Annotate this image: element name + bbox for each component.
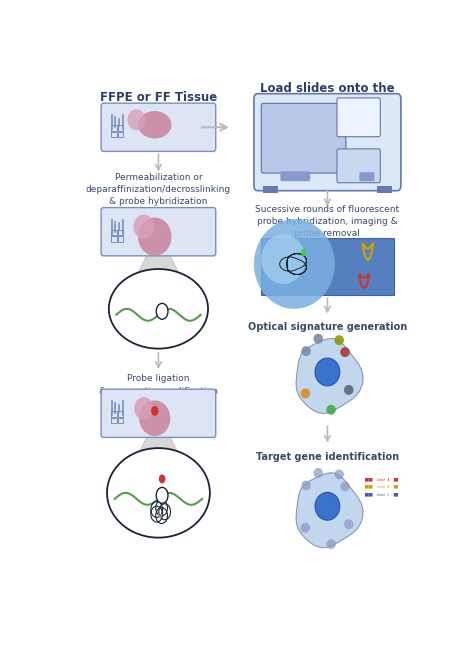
- Ellipse shape: [107, 448, 210, 537]
- Ellipse shape: [334, 470, 344, 479]
- Text: Probe ligation
& enzymatic amplification: Probe ligation & enzymatic amplification: [99, 374, 218, 395]
- Circle shape: [151, 406, 158, 416]
- Text: Permeabilization or
deparaffinization/decrosslinking
& probe hybridization: Permeabilization or deparaffinization/de…: [86, 172, 231, 206]
- Ellipse shape: [344, 519, 354, 529]
- FancyBboxPatch shape: [359, 172, 374, 182]
- Ellipse shape: [134, 214, 154, 239]
- FancyBboxPatch shape: [101, 389, 216, 437]
- Ellipse shape: [326, 539, 336, 549]
- Ellipse shape: [138, 218, 172, 256]
- Ellipse shape: [313, 334, 323, 344]
- FancyBboxPatch shape: [261, 238, 393, 295]
- FancyBboxPatch shape: [101, 207, 216, 256]
- FancyBboxPatch shape: [254, 94, 401, 191]
- Circle shape: [156, 304, 168, 319]
- Text: Target gene identification: Target gene identification: [256, 452, 399, 461]
- Text: FFPE or FF Tissue: FFPE or FF Tissue: [100, 91, 217, 104]
- Ellipse shape: [301, 523, 310, 533]
- Text: Load slides onto the
Xenium Analyzer: Load slides onto the Xenium Analyzer: [260, 82, 395, 112]
- Ellipse shape: [313, 468, 323, 478]
- Polygon shape: [296, 339, 363, 413]
- FancyBboxPatch shape: [263, 185, 278, 193]
- Ellipse shape: [254, 219, 335, 309]
- FancyBboxPatch shape: [281, 171, 310, 182]
- Ellipse shape: [261, 234, 305, 284]
- Circle shape: [159, 474, 165, 483]
- FancyBboxPatch shape: [261, 103, 346, 173]
- Ellipse shape: [301, 388, 310, 399]
- Ellipse shape: [134, 397, 153, 420]
- Text: ████  Gene A  ██: ████ Gene A ██: [364, 477, 398, 481]
- Ellipse shape: [340, 481, 350, 492]
- Ellipse shape: [109, 269, 208, 349]
- Ellipse shape: [139, 401, 170, 436]
- FancyBboxPatch shape: [337, 149, 380, 183]
- Text: Optical signature generation: Optical signature generation: [248, 322, 407, 332]
- FancyBboxPatch shape: [337, 98, 380, 137]
- Ellipse shape: [138, 111, 172, 138]
- Ellipse shape: [315, 492, 340, 520]
- Text: Sucessive rounds of fluorescent
probe hybridization, imaging &
probe removal: Sucessive rounds of fluorescent probe hy…: [255, 205, 400, 238]
- Ellipse shape: [128, 109, 146, 130]
- Ellipse shape: [344, 385, 354, 395]
- Ellipse shape: [334, 335, 344, 345]
- Ellipse shape: [326, 405, 336, 415]
- Polygon shape: [131, 255, 186, 287]
- Text: ████  Gene B  ██: ████ Gene B ██: [364, 485, 398, 489]
- Text: ████  Gene C  ██: ████ Gene C ██: [364, 492, 398, 496]
- Polygon shape: [131, 436, 186, 468]
- Ellipse shape: [340, 347, 350, 357]
- Ellipse shape: [301, 481, 311, 490]
- Circle shape: [301, 249, 306, 256]
- Circle shape: [156, 487, 168, 503]
- FancyBboxPatch shape: [377, 185, 392, 193]
- Ellipse shape: [315, 358, 340, 386]
- Ellipse shape: [301, 346, 311, 356]
- FancyBboxPatch shape: [101, 103, 216, 151]
- Polygon shape: [296, 473, 363, 548]
